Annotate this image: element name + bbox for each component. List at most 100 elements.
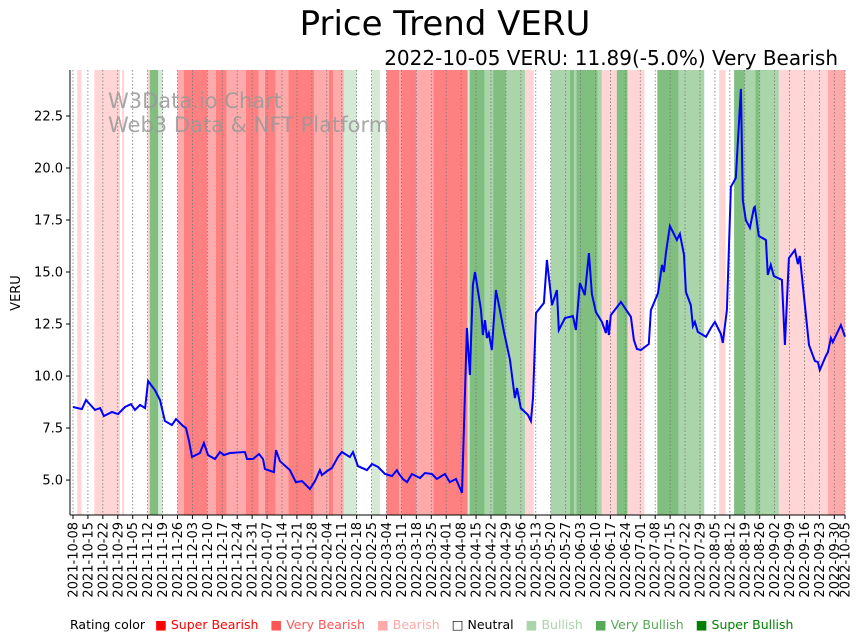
legend-item-super-bearish: ■ Super Bearish: [155, 617, 258, 632]
x-tick-label: 2022-02-18: [350, 522, 365, 598]
x-tick-label: 2022-01-07: [261, 522, 276, 598]
rating-band-bullish: [158, 70, 163, 515]
rating-band-bullish: [343, 70, 357, 515]
x-tick-label: 2022-01-14: [275, 522, 290, 598]
rating-band-super-bullish: [734, 70, 745, 515]
x-tick-label: 2022-05-06: [514, 522, 529, 598]
x-tick-label: 2021-10-15: [81, 522, 96, 598]
x-tick-label: 2022-08-26: [753, 522, 768, 598]
x-tick-label: 2021-12-24: [231, 522, 246, 598]
x-tick-label: 2022-04-01: [440, 522, 455, 598]
rating-band-very-bearish: [226, 70, 246, 515]
x-tick-label: 2022-06-17: [604, 522, 619, 598]
watermark-line-2: Web3 Data & NFT Platform: [108, 113, 389, 137]
y-tick-label: 22.5: [34, 109, 63, 124]
legend-swatch: □: [451, 617, 464, 632]
rating-band-very-bullish: [678, 70, 705, 515]
x-tick-label: 2022-02-25: [365, 522, 380, 598]
rating-band-super-bullish: [493, 70, 506, 515]
rating-band-bearish: [147, 70, 150, 515]
rating-band-super-bearish: [264, 70, 276, 515]
legend-item-very-bearish: ■ Very Bearish: [270, 617, 365, 632]
legend-item-neutral: □ Neutral: [452, 617, 514, 632]
x-tick-label: 2022-06-03: [574, 522, 589, 598]
rating-band-super-bullish: [569, 70, 575, 515]
x-tick-label: 2022-03-04: [380, 522, 395, 598]
x-tick-label: 2021-12-31: [246, 522, 261, 598]
rating-band-very-bullish: [759, 70, 779, 515]
y-tick-label: 10.0: [34, 370, 63, 385]
rating-band-super-bullish: [657, 70, 679, 515]
rating-band-super-bearish: [288, 70, 314, 515]
rating-band-very-bearish: [313, 70, 329, 515]
x-tick-label: 2022-09-30: [828, 522, 843, 598]
legend-item-bullish: ■ Bullish: [526, 617, 583, 632]
legend-label: Bullish: [537, 617, 583, 632]
y-tick-label: 5.0: [42, 474, 63, 489]
legend-item-bearish: ■ Bearish: [377, 617, 440, 632]
chart-title: Price Trend VERU: [299, 4, 591, 44]
x-tick-label: 2022-05-20: [544, 522, 559, 598]
rating-band-bearish: [122, 70, 125, 515]
x-tick-label: 2022-04-29: [499, 522, 514, 598]
legend-swatch: ■: [594, 617, 607, 632]
rating-band-bearish: [94, 70, 120, 515]
rating-band-super-bearish: [433, 70, 468, 515]
y-tick-label: 12.5: [34, 318, 63, 333]
x-tick-label: 2022-03-25: [425, 522, 440, 598]
x-tick-label: 2021-10-22: [96, 522, 111, 598]
rating-band-super-bearish: [183, 70, 208, 515]
x-tick-label: 2022-06-10: [589, 522, 604, 598]
legend-title: Rating color: [70, 617, 146, 632]
legend-label: Super Bearish: [166, 617, 259, 632]
x-tick-label: 2022-04-15: [470, 522, 485, 598]
rating-band-super-bearish: [328, 70, 334, 515]
x-tick-label: 2022-05-13: [529, 522, 544, 598]
legend-swatch: ■: [155, 617, 167, 632]
legend-label: Bearish: [388, 617, 440, 632]
rating-band-super-bullish: [149, 70, 159, 515]
rating-band-super-bearish: [386, 70, 400, 515]
rating-band-very-bearish: [827, 70, 845, 515]
rating-band-very-bearish: [333, 70, 344, 515]
legend-swatch: ■: [695, 617, 708, 632]
x-tick-label: 2022-10-05: [839, 522, 854, 598]
x-tick-label: 2022-09-09: [783, 522, 798, 598]
legend-label: Very Bullish: [606, 617, 684, 632]
x-tick-label: 2022-02-04: [320, 522, 335, 598]
rating-band-very-bearish: [275, 70, 289, 515]
rating-band-super-bearish: [215, 70, 227, 515]
rating-band-very-bearish: [177, 70, 184, 515]
x-tick-label: 2022-09-16: [798, 522, 813, 598]
rating-band-very-bearish: [258, 70, 265, 515]
x-tick-label: 2022-05-27: [559, 522, 574, 598]
legend-swatch: ■: [376, 617, 389, 632]
rating-band-very-bullish: [744, 70, 756, 515]
x-tick-label: 2022-04-08: [455, 522, 470, 598]
y-tick-label: 15.0: [34, 266, 63, 281]
x-tick-label: 2022-07-01: [634, 522, 649, 598]
x-tick-label: 2022-07-15: [664, 522, 679, 598]
x-tick-label: 2021-12-10: [201, 522, 216, 598]
watermark-line-1: W3Data.io Chart: [108, 89, 282, 113]
rating-band-super-bearish: [245, 70, 259, 515]
x-tick-label: 2022-09-23: [813, 522, 828, 598]
x-tick-label: 2022-07-08: [649, 522, 664, 598]
y-axis-label: VERU: [9, 275, 24, 311]
chart-subtitle: 2022-10-05 VERU: 11.89(-5.0%) Very Beari…: [384, 46, 838, 70]
x-tick-label: 2022-03-18: [410, 522, 425, 598]
x-tick-label: 2021-11-19: [156, 522, 171, 598]
rating-band-very-bearish: [416, 70, 434, 515]
price-line: [72, 88, 846, 494]
x-tick-label: 2022-08-05: [708, 522, 723, 598]
x-tick-label: 2022-08-19: [738, 522, 753, 598]
x-tick-label: 2022-08-12: [723, 522, 738, 598]
rating-band-very-bullish: [550, 70, 570, 515]
x-tick-label: 2022-01-28: [305, 522, 320, 598]
x-tick-label: 2021-11-12: [141, 522, 156, 598]
rating-band-bearish: [627, 70, 645, 515]
legend-swatch: ■: [525, 617, 538, 632]
rating-band-bearish: [601, 70, 617, 515]
legend-item-super-bullish: ■ Super Bullish: [696, 617, 794, 632]
x-tick-label: 2022-03-11: [395, 522, 410, 598]
